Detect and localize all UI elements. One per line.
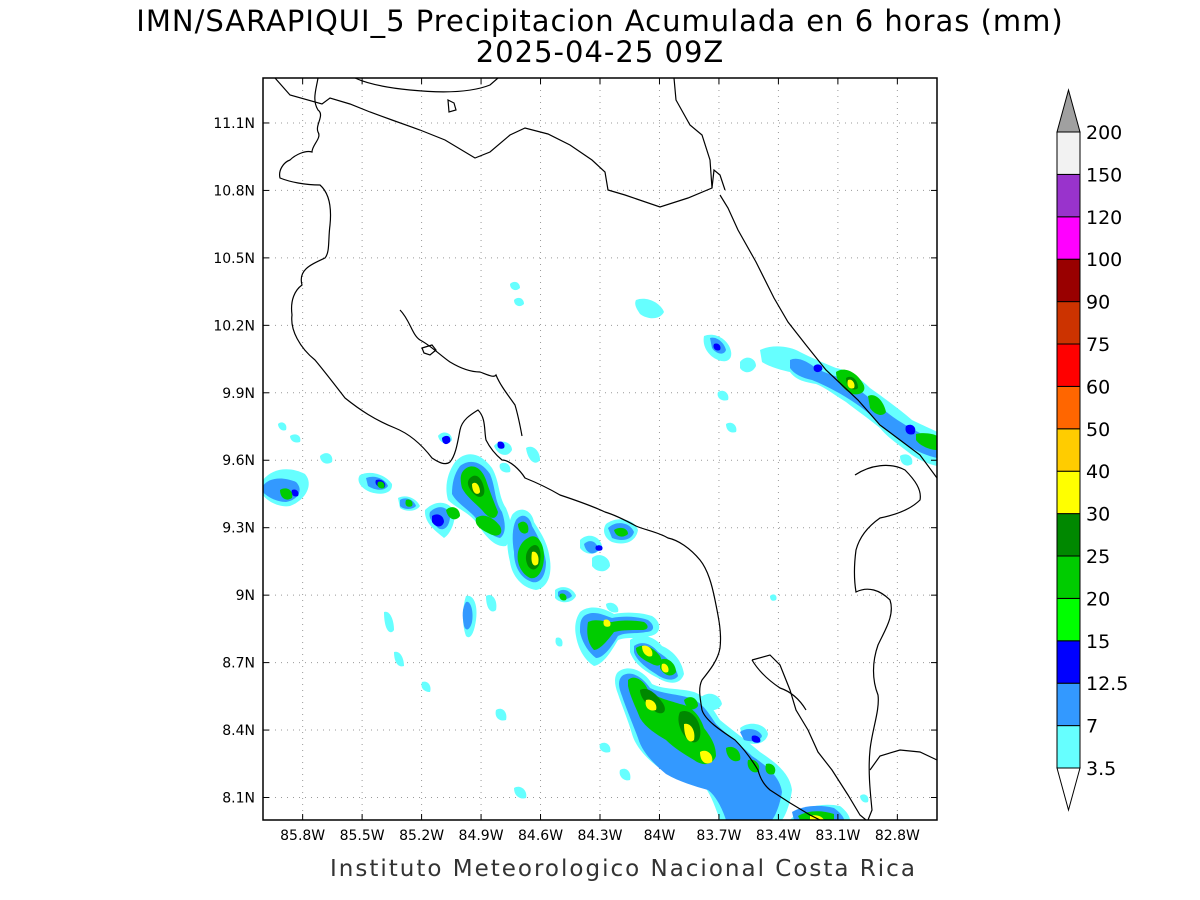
map-valid-time: 2025-04-25 09Z [475, 35, 725, 69]
lon-tick-label: 84.3W [577, 828, 622, 844]
lat-tick-label: 10.5N [213, 251, 255, 267]
colorbar: 3.5 7 12.5 15 20 25 30 40 50 60 75 90 100 120 150 200 [1056, 88, 1128, 812]
colorbar-swatch [1056, 725, 1081, 769]
colorbar-swatch [1056, 555, 1081, 599]
colorbar-swatch [1056, 682, 1081, 727]
lon-tick-label: 84W [644, 828, 676, 844]
lon-tick-label: 85.2W [399, 828, 444, 844]
lat-tick-label: 9.3N [222, 521, 255, 537]
lon-tick-label: 85.8W [280, 828, 325, 844]
lon-tick-label: 83.4W [756, 828, 801, 844]
colorbar-level-label: 20 [1086, 588, 1110, 610]
lat-tick-label: 10.8N [213, 183, 255, 199]
lon-tick-label: 84.6W [518, 828, 563, 844]
colorbar-level-label: 75 [1086, 334, 1110, 356]
colorbar-level-label: 40 [1086, 461, 1110, 483]
latitude-axis: 11.1N 10.8N 10.5N 10.2N 9.9N 9.6N 9.3N 9N 8.7N 8.… [213, 116, 937, 807]
colorbar-swatch [1056, 301, 1081, 345]
lat-tick-label: 8.7N [222, 656, 255, 672]
lon-tick-label: 84.9W [459, 828, 504, 844]
colorbar-under-arrow [1056, 767, 1081, 812]
colorbar-level-label: 150 [1086, 164, 1122, 186]
lat-tick-label: 11.1N [213, 116, 255, 132]
colorbar-swatch [1056, 597, 1081, 642]
lat-tick-label: 10.2N [213, 318, 255, 334]
colorbar-swatch [1056, 216, 1081, 260]
colorbar-level-label: 60 [1086, 376, 1110, 398]
lat-tick-label: 8.4N [222, 723, 255, 739]
colorbar-over-arrow [1056, 88, 1081, 133]
credit-text: Instituto Meteorologico Nacional Costa R… [330, 856, 917, 882]
colorbar-level-label: 7 [1086, 716, 1098, 738]
colorbar-swatch [1056, 343, 1081, 387]
lat-tick-label: 8.1N [222, 791, 255, 807]
lat-tick-label: 9N [236, 588, 255, 604]
colorbar-level-label: 100 [1086, 249, 1122, 271]
colorbar-level-label: 12.5 [1086, 673, 1128, 695]
colorbar-swatch [1056, 385, 1081, 430]
lon-tick-label: 83.7W [696, 828, 741, 844]
lat-tick-label: 9.6N [222, 453, 255, 469]
colorbar-level-label: 200 [1086, 122, 1122, 144]
colorbar-swatch [1056, 513, 1081, 557]
colorbar-level-label: 50 [1086, 419, 1110, 441]
colorbar-swatch [1056, 258, 1081, 303]
map-title: IMN/SARAPIQUI_5 Precipitacion Acumulada … [136, 4, 1064, 38]
colorbar-level-label: 120 [1086, 207, 1122, 229]
lat-tick-label: 9.9N [222, 386, 255, 402]
colorbar-level-label: 30 [1086, 504, 1110, 526]
colorbar-swatch [1056, 131, 1081, 175]
colorbar-swatch [1056, 428, 1081, 472]
lon-tick-label: 85.5W [340, 828, 385, 844]
colorbar-swatch [1056, 640, 1081, 684]
colorbar-level-label: 15 [1086, 631, 1110, 653]
colorbar-swatch [1056, 470, 1081, 515]
colorbar-level-label: 25 [1086, 546, 1110, 568]
longitude-axis: 85.8W 85.5W 85.2W 84.9W 84.6W 84.3W 84W 83.7W 83… [280, 78, 920, 844]
colorbar-level-label: 3.5 [1086, 758, 1116, 780]
coastline [274, 78, 937, 820]
lon-tick-label: 83.1W [815, 828, 860, 844]
colorbar-swatch [1056, 173, 1081, 218]
lon-tick-label: 82.8W [875, 828, 920, 844]
colorbar-level-label: 90 [1086, 292, 1110, 314]
precip-field [263, 281, 937, 820]
